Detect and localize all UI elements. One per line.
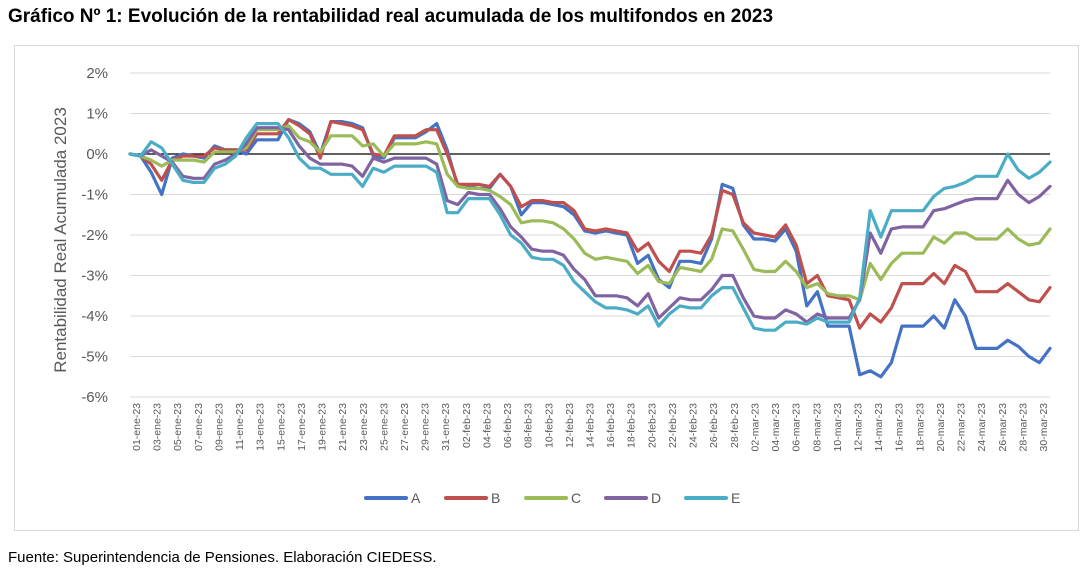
source-note: Fuente: Superintendencia de Pensiones. E… bbox=[8, 549, 437, 566]
x-tick-label: 19-ene-23 bbox=[317, 403, 329, 451]
x-tick-label: 13-ene-23 bbox=[255, 403, 267, 451]
series-line-c bbox=[128, 124, 1052, 302]
x-tick-label: 29-ene-23 bbox=[420, 403, 432, 451]
legend-label: B bbox=[491, 490, 500, 506]
x-tick-label: 07-ene-23 bbox=[193, 403, 205, 451]
x-tick-label: 12-mar-23 bbox=[852, 403, 864, 452]
x-tick-label: 22-mar-23 bbox=[956, 403, 968, 452]
x-tick-label: 01-ene-23 bbox=[131, 403, 143, 451]
gridlines bbox=[130, 72, 1050, 398]
x-tick-label: 26-mar-23 bbox=[997, 403, 1009, 452]
x-tick-label: 24-feb-23 bbox=[688, 403, 700, 448]
x-tick-label: 16-mar-23 bbox=[894, 403, 906, 452]
chart-title: Gráfico Nº 1: Evolución de la rentabilid… bbox=[8, 6, 774, 27]
x-tick-label: 10-mar-23 bbox=[832, 403, 844, 452]
y-tick-label: 0% bbox=[86, 146, 108, 163]
x-tick-label: 31-ene-23 bbox=[440, 403, 452, 451]
x-tick-label: 04-mar-23 bbox=[770, 403, 782, 452]
x-tick-label: 28-feb-23 bbox=[729, 403, 741, 448]
legend-label: C bbox=[571, 490, 581, 506]
x-tick-label: 08-mar-23 bbox=[811, 403, 823, 452]
x-tick-label: 23-ene-23 bbox=[358, 403, 370, 451]
x-tick-label: 22-feb-23 bbox=[667, 403, 679, 448]
y-tick-label: -2% bbox=[81, 227, 108, 244]
y-tick-label: -1% bbox=[81, 187, 108, 204]
x-tick-label: 10-feb-23 bbox=[543, 403, 555, 448]
x-tick-label: 21-ene-23 bbox=[337, 403, 349, 451]
x-tick-label: 25-ene-23 bbox=[378, 403, 390, 451]
y-tick-label: -3% bbox=[81, 268, 108, 285]
x-tick-label: 17-ene-23 bbox=[296, 403, 308, 451]
x-tick-label: 15-ene-23 bbox=[275, 403, 287, 451]
x-tick-label: 11-ene-23 bbox=[234, 403, 246, 450]
y-tick-label: 1% bbox=[86, 106, 108, 123]
series-lines bbox=[128, 117, 1052, 379]
x-axis-ticks: 01-ene-23 03-ene-23 05-ene-23 07-ene-23 09-e… bbox=[131, 403, 1050, 452]
y-tick-label: -4% bbox=[81, 308, 108, 325]
x-tick-label: 14-feb-23 bbox=[585, 403, 597, 448]
x-tick-label: 18-feb-23 bbox=[626, 403, 638, 448]
x-tick-label: 30-mar-23 bbox=[1038, 403, 1050, 452]
x-tick-label: 14-mar-23 bbox=[873, 403, 885, 452]
x-tick-label: 26-feb-23 bbox=[708, 403, 720, 448]
x-tick-label: 05-ene-23 bbox=[172, 403, 184, 451]
series-line-d bbox=[128, 126, 1052, 324]
x-tick-label: 20-mar-23 bbox=[935, 403, 947, 452]
legend-label: A bbox=[411, 490, 421, 506]
x-tick-label: 06-feb-23 bbox=[502, 403, 514, 448]
x-tick-label: 12-feb-23 bbox=[564, 403, 576, 448]
x-tick-label: 24-mar-23 bbox=[976, 403, 988, 452]
y-axis-ticks: 2% 1% 0% -1% -2% -3% -4% -5% -6% bbox=[81, 65, 108, 406]
x-tick-label: 16-feb-23 bbox=[605, 403, 617, 448]
legend-label: D bbox=[651, 490, 661, 506]
x-tick-label: 27-ene-23 bbox=[399, 403, 411, 451]
series-line-e bbox=[128, 121, 1052, 332]
x-tick-label: 18-mar-23 bbox=[914, 403, 926, 452]
x-tick-label: 06-mar-23 bbox=[791, 403, 803, 452]
chart-frame bbox=[14, 45, 1079, 531]
x-tick-label: 09-ene-23 bbox=[213, 403, 225, 451]
y-tick-label: 2% bbox=[86, 65, 108, 82]
y-tick-label: -5% bbox=[81, 349, 108, 366]
y-tick-label: -6% bbox=[81, 389, 108, 406]
legend-label: E bbox=[731, 490, 740, 506]
y-axis-label: Rentabilidad Real Acumulada 2023 bbox=[51, 107, 70, 373]
x-tick-label: 02-mar-23 bbox=[749, 403, 761, 452]
legend: A B C D E bbox=[364, 490, 740, 506]
x-tick-label: 02-feb-23 bbox=[461, 403, 473, 448]
x-tick-label: 04-feb-23 bbox=[481, 403, 493, 448]
x-tick-label: 28-mar-23 bbox=[1017, 403, 1029, 452]
x-tick-label: 20-feb-23 bbox=[646, 403, 658, 448]
series-line-a bbox=[128, 117, 1052, 379]
x-tick-label: 03-ene-23 bbox=[152, 403, 164, 451]
x-tick-label: 08-feb-23 bbox=[523, 403, 535, 448]
